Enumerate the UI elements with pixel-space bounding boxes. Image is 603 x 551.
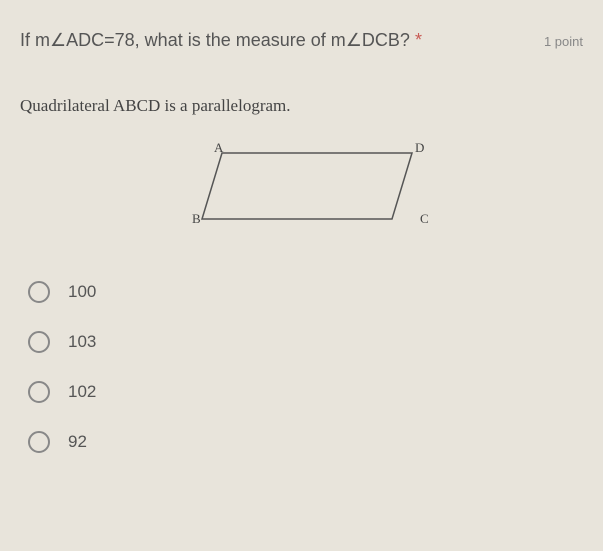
radio-icon[interactable] bbox=[28, 281, 50, 303]
svg-text:D: D bbox=[415, 141, 424, 155]
question-description: Quadrilateral ABCD is a parallelogram. bbox=[20, 96, 583, 116]
option-label: 100 bbox=[68, 282, 96, 302]
question-header: If m∠ADC=78, what is the measure of m∠DC… bbox=[20, 30, 583, 51]
option-row[interactable]: 103 bbox=[28, 331, 583, 353]
angle-symbol-1: ∠ bbox=[50, 30, 66, 50]
angle-symbol-2: ∠ bbox=[346, 30, 362, 50]
option-row[interactable]: 102 bbox=[28, 381, 583, 403]
option-row[interactable]: 92 bbox=[28, 431, 583, 453]
question-part1: If m bbox=[20, 30, 50, 50]
question-part2: ADC=78, what is the measure of m bbox=[66, 30, 346, 50]
diagram-container: A D B C bbox=[20, 141, 583, 231]
parallelogram-diagram: A D B C bbox=[162, 141, 442, 231]
question-text: If m∠ADC=78, what is the measure of m∠DC… bbox=[20, 30, 422, 51]
option-label: 103 bbox=[68, 332, 96, 352]
required-marker: * bbox=[415, 30, 422, 50]
svg-text:A: A bbox=[214, 141, 224, 155]
svg-text:B: B bbox=[192, 211, 201, 226]
option-label: 102 bbox=[68, 382, 96, 402]
option-row[interactable]: 100 bbox=[28, 281, 583, 303]
svg-text:C: C bbox=[420, 211, 429, 226]
points-label: 1 point bbox=[544, 34, 583, 49]
radio-icon[interactable] bbox=[28, 381, 50, 403]
radio-icon[interactable] bbox=[28, 431, 50, 453]
radio-icon[interactable] bbox=[28, 331, 50, 353]
question-part3: DCB? bbox=[362, 30, 410, 50]
options-list: 100 103 102 92 bbox=[20, 281, 583, 453]
option-label: 92 bbox=[68, 432, 87, 452]
